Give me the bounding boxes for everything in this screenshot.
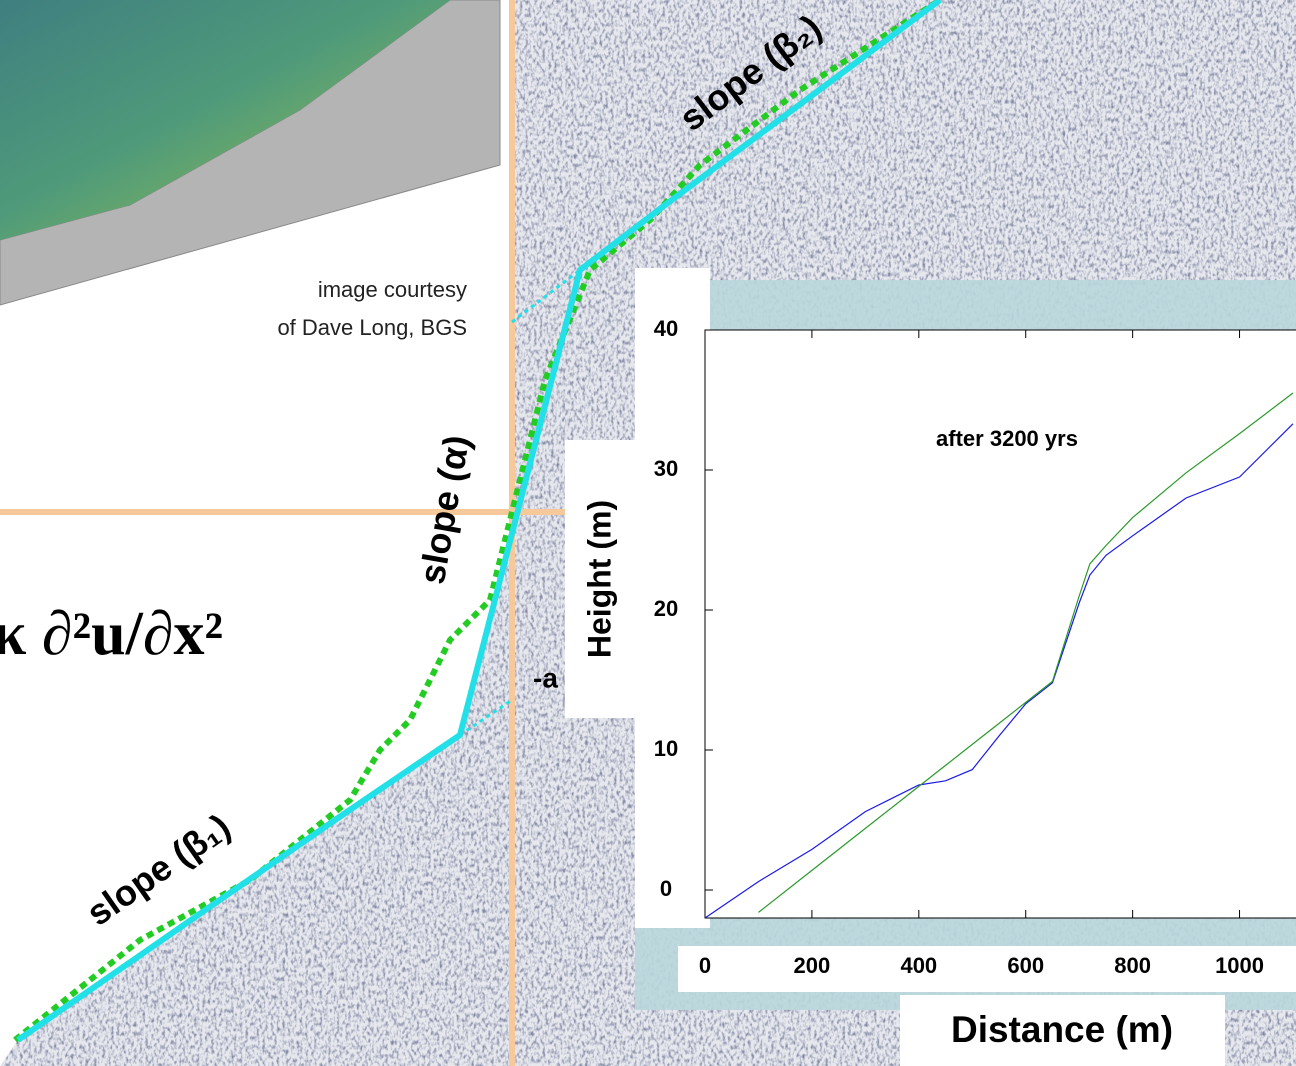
equation-fragment: -a [533,662,558,693]
y-tick-label: 0 [660,876,672,901]
x-tick-panel [678,946,1296,992]
y-tick-label: 20 [654,596,678,621]
x-tick-label: 0 [699,953,711,978]
x-tick-label: 800 [1114,953,1151,978]
x-tick-label: 600 [1007,953,1044,978]
page: {"slide": { "credit_line1": "image court… [0,0,1296,1066]
y-axis-label: Height (m) [581,500,617,658]
x-tick-label: 200 [794,953,831,978]
x-tick-label: 400 [900,953,937,978]
y-tick-label: 40 [654,316,678,341]
x-axis-label: Distance (m) [951,1009,1173,1050]
x-tick-label: 1000 [1215,953,1264,978]
y-tick-label: 30 [654,456,678,481]
slide: slope (β₂) slope (α) slope (β₁) image co… [0,0,1296,1066]
y-tick-label: 10 [654,736,678,761]
image-credit: of Dave Long, BGS [277,315,467,340]
plot-area [705,330,1296,918]
equation: κ ∂²u/∂x² [0,600,223,668]
image-credit: image courtesy [318,277,467,302]
chart-title: after 3200 yrs [936,426,1078,451]
